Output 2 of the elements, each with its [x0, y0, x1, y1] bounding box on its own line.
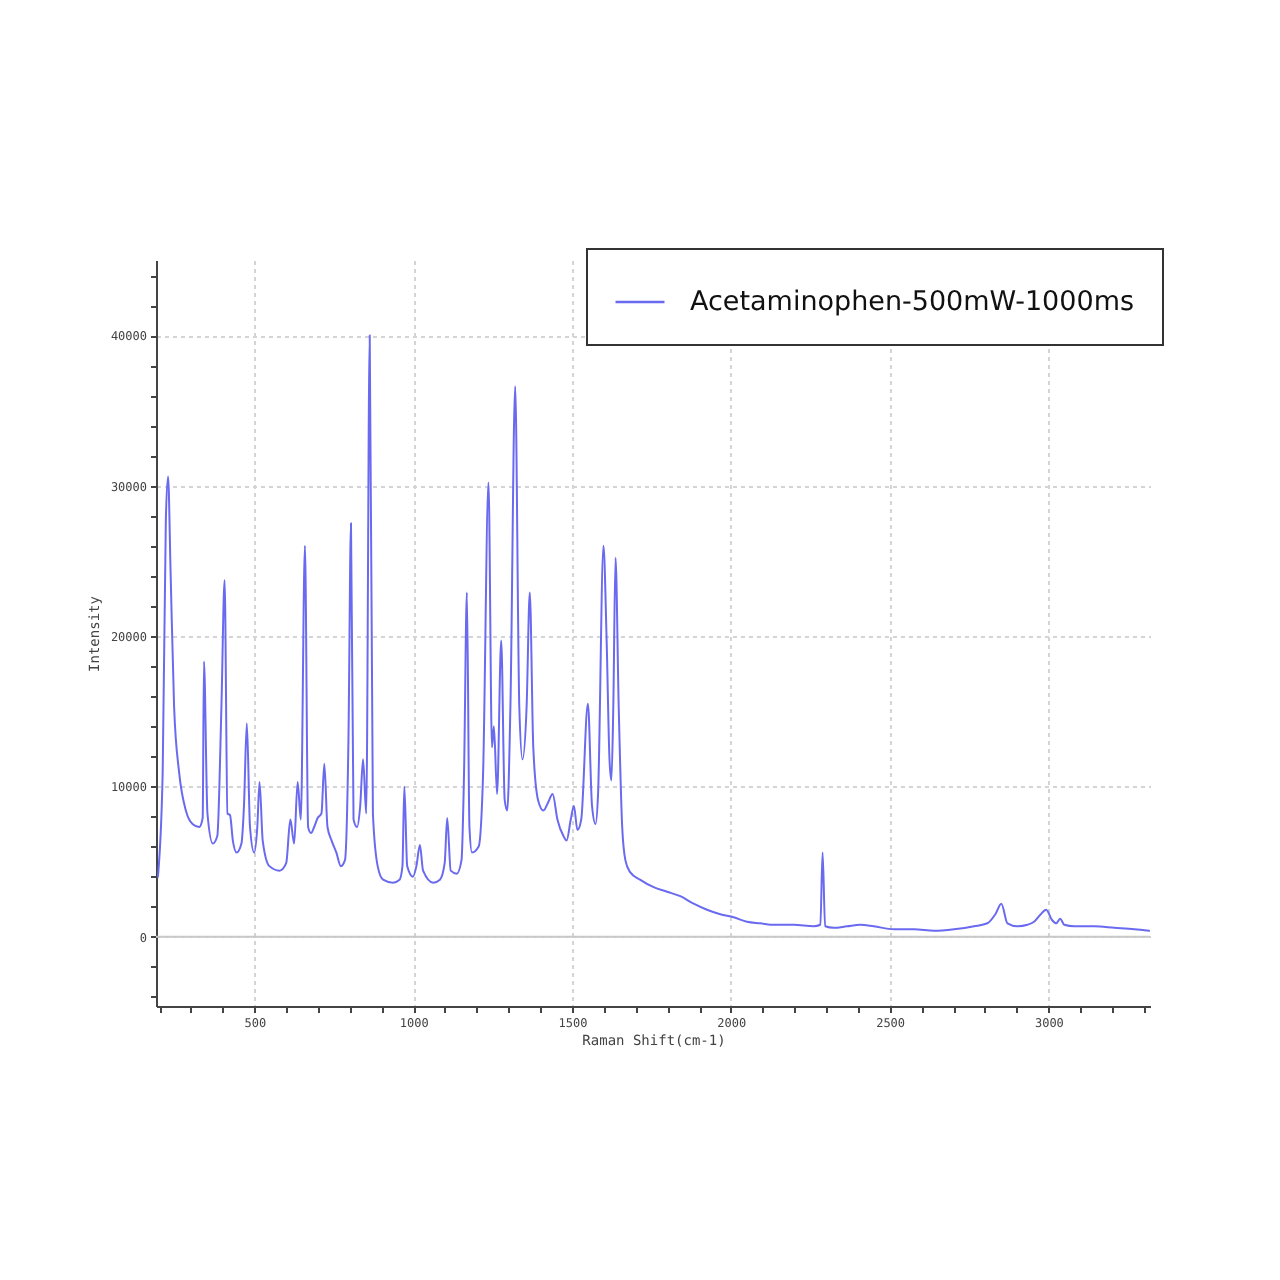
legend-label: Acetaminophen-500mW-1000ms: [690, 286, 1134, 318]
line-series: [156, 334, 1151, 932]
